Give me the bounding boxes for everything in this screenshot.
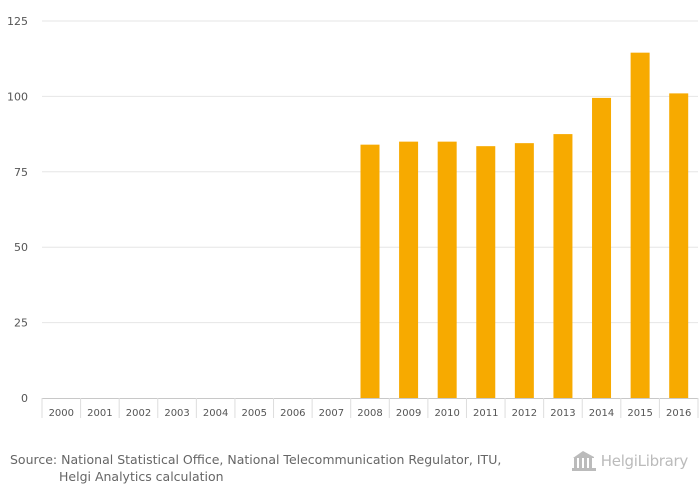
- helgilibrary-logo[interactable]: HelgiLibrary: [571, 450, 688, 472]
- library-building-icon: [571, 451, 596, 471]
- bar-2014[interactable]: [592, 97, 612, 399]
- bar-2010[interactable]: [437, 141, 457, 398]
- x-tick-label: 2004: [203, 408, 228, 419]
- bar-2013[interactable]: [553, 134, 573, 398]
- bar-2015[interactable]: [630, 52, 650, 398]
- x-tick-label: 2000: [49, 408, 74, 419]
- brand-name: HelgiLibrary: [600, 452, 689, 470]
- bar-2011[interactable]: [476, 146, 496, 398]
- x-tick-label: 2012: [512, 408, 537, 419]
- y-tick-label: 0: [21, 392, 28, 405]
- bar-2012[interactable]: [514, 143, 534, 398]
- x-tick-label: 2001: [87, 408, 112, 419]
- y-tick-label: 50: [14, 241, 28, 254]
- x-tick-label: 2007: [319, 408, 344, 419]
- bars: [360, 52, 689, 399]
- x-tick-label: 2013: [550, 408, 575, 419]
- x-tick-label: 2015: [627, 408, 652, 419]
- source-label: Source:: [10, 452, 58, 467]
- bar-2016[interactable]: [669, 93, 689, 398]
- x-tick-label: 2009: [396, 408, 421, 419]
- x-tick-label: 2005: [242, 408, 267, 419]
- x-tick-label: 2016: [666, 408, 691, 419]
- x-tick-label: 2006: [280, 408, 305, 419]
- x-axis: 2000 2001 2002 2003 2004 2005 2006 2007 2008 2009…: [41, 398, 699, 419]
- y-tick-label: 75: [14, 166, 28, 179]
- y-tick-label: 25: [14, 317, 28, 330]
- x-tick-label: 2011: [473, 408, 498, 419]
- bar-2009[interactable]: [399, 141, 419, 398]
- x-tick-label: 2002: [126, 408, 151, 419]
- x-tick-label: 2003: [164, 408, 189, 419]
- x-tick-label: 2014: [589, 408, 614, 419]
- y-axis: 0 25 50 75 100 125: [7, 15, 28, 405]
- bar-2008[interactable]: [360, 144, 380, 398]
- source-note: Source: National Statistical Office, Nat…: [10, 451, 530, 485]
- x-tick-label: 2008: [357, 408, 382, 419]
- x-tick-label: 2010: [434, 408, 459, 419]
- y-tick-label: 100: [7, 90, 28, 103]
- source-line-1: National Statistical Office, National Te…: [61, 452, 502, 467]
- source-line-2: Helgi Analytics calculation: [59, 469, 224, 484]
- y-tick-label: 125: [7, 15, 28, 28]
